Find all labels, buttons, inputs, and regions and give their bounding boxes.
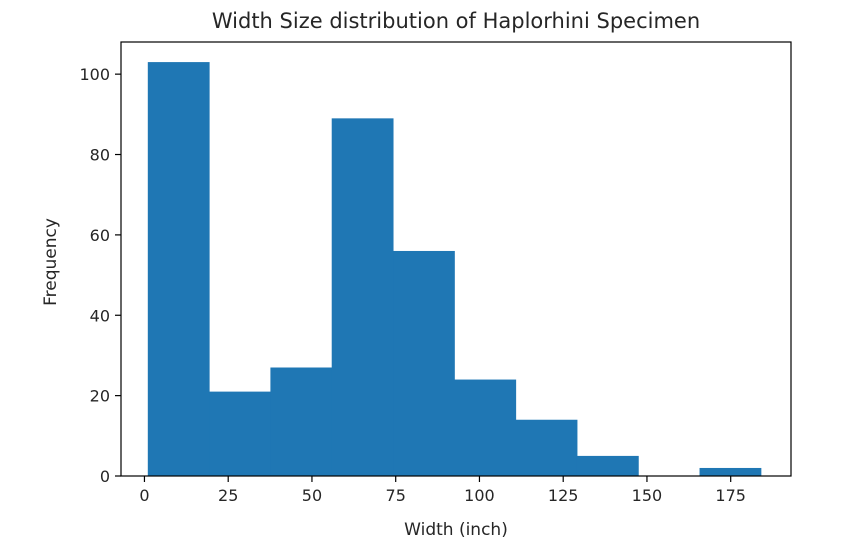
y-tick-label: 60	[90, 226, 110, 245]
y-axis-label: Frequency	[41, 218, 61, 306]
y-tick-label: 0	[100, 467, 110, 486]
y-tick-label: 20	[90, 387, 110, 406]
x-tick-label: 75	[386, 486, 406, 505]
histogram-bar-3	[331, 118, 394, 476]
x-tick-label: 100	[464, 486, 495, 505]
histogram-bar-1	[209, 391, 271, 476]
x-tick-label: 175	[715, 486, 746, 505]
x-tick-label: 150	[632, 486, 663, 505]
y-tick-label: 80	[90, 146, 110, 165]
y-tick-label: 100	[79, 65, 110, 84]
histogram-bar-0	[147, 62, 210, 477]
histogram-bar-5	[454, 379, 517, 476]
x-axis-label: Width (inch)	[404, 520, 508, 540]
bars-group	[147, 62, 762, 477]
x-tick-label: 25	[218, 486, 238, 505]
histogram-bar-2	[270, 367, 333, 476]
y-axis-ticks: 0 20 40 60 80 100	[79, 65, 121, 486]
histogram-bar-6	[515, 419, 578, 476]
x-tick-label: 50	[302, 486, 322, 505]
histogram-bar-9	[699, 467, 762, 476]
y-tick-label: 40	[90, 306, 110, 325]
x-tick-label: 125	[548, 486, 579, 505]
histogram-bar-4	[393, 250, 455, 476]
plot-frame	[120, 41, 792, 477]
x-axis-ticks: 0 25 50 75 100 125 150 175	[139, 476, 746, 505]
x-tick-label: 0	[139, 486, 149, 505]
histogram-bar-7	[576, 455, 639, 476]
chart-title: Width Size distribution of Haplorhini Sp…	[212, 9, 700, 33]
